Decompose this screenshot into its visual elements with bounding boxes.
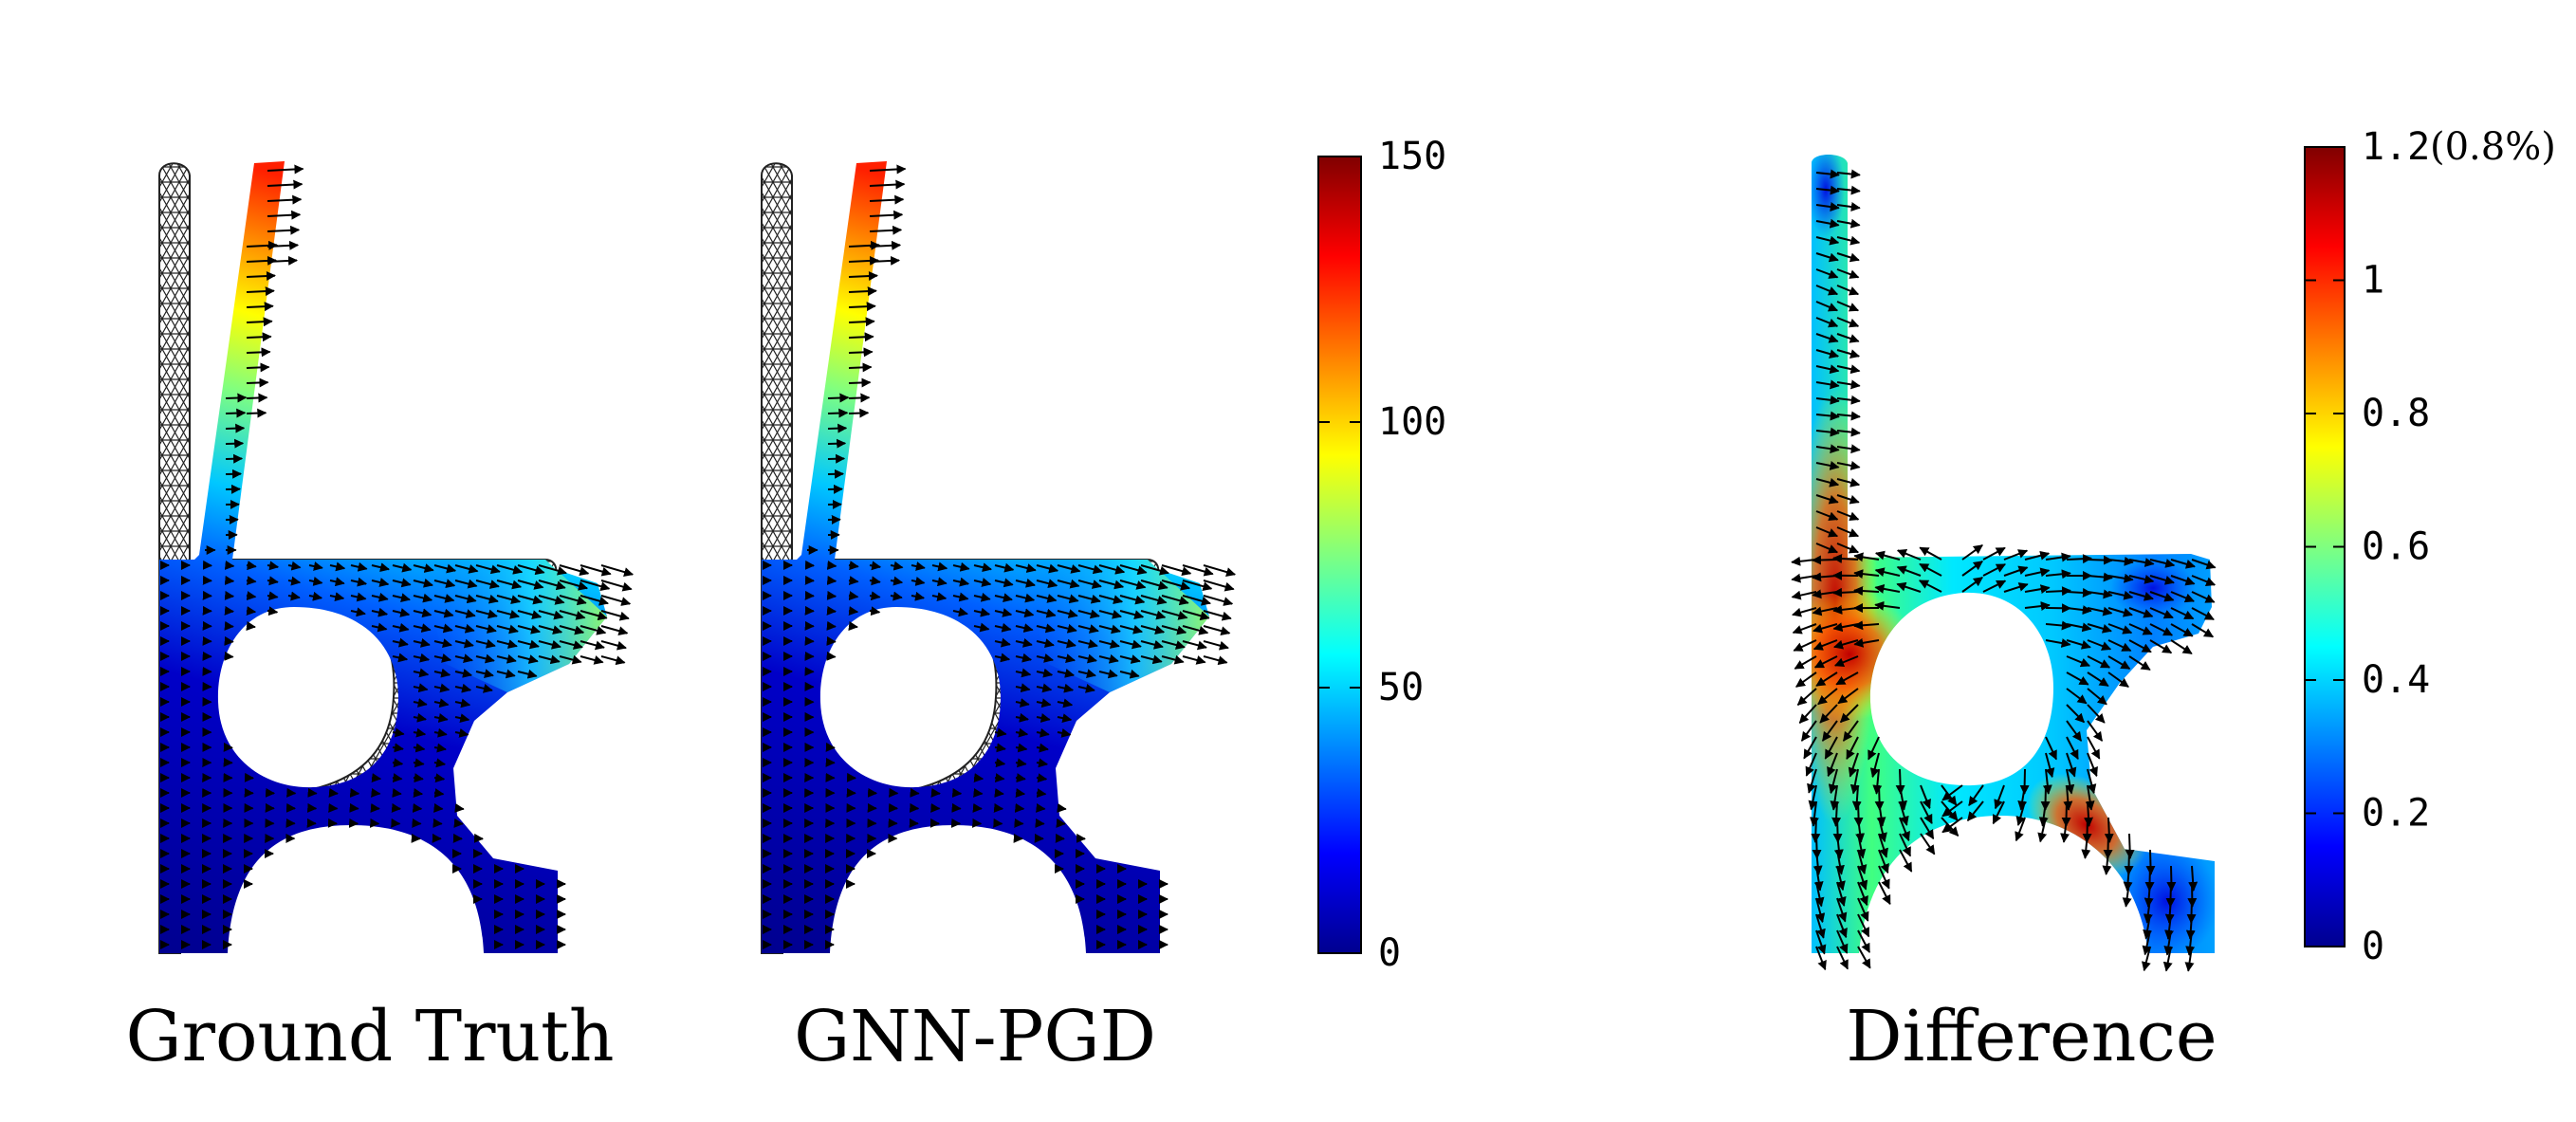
colorbar-difference-tick-label: 0.8 xyxy=(2362,392,2430,435)
colorbar-difference-tick-label: 0.2 xyxy=(2362,792,2430,836)
difference-arrows xyxy=(1791,169,2217,972)
colorbar-main-tick-label: 50 xyxy=(1378,666,1424,709)
colorbar-difference-top-note: (0.8%) xyxy=(2430,125,2556,169)
difference-field xyxy=(1812,155,2215,953)
caption-difference: Difference xyxy=(1846,996,2217,1077)
gnn-pgd-arrows xyxy=(763,164,1237,949)
colorbar-difference-tick-label: 1 xyxy=(2362,259,2384,303)
colorbar-main-tick-label: 100 xyxy=(1378,400,1446,444)
colorbar-difference-tick-label: 0.4 xyxy=(2362,658,2430,702)
colorbar-difference-tick-label: 1.2 xyxy=(2362,125,2430,169)
colorbar-difference-tick-label: 0 xyxy=(2362,925,2384,968)
gnn-pgd-field xyxy=(762,161,1209,953)
colorbar-main: 150 100 50 0 xyxy=(1317,135,1446,975)
colorbar-main-tick-label: 0 xyxy=(1378,931,1401,975)
gnn-pgd-panel xyxy=(761,161,1237,954)
colorbar-difference: 1.2 1 0.8 0.6 0.4 0.2 0 (0.8%) xyxy=(2304,125,2556,968)
caption-gnn-pgd: GNN-PGD xyxy=(794,996,1156,1077)
caption-ground-truth: Ground Truth xyxy=(125,996,614,1077)
colorbar-main-tick-label: 150 xyxy=(1378,135,1446,178)
ground-truth-panel xyxy=(158,161,635,954)
difference-panel xyxy=(1791,155,2217,972)
colorbar-main-gradient xyxy=(1317,156,1362,954)
ground-truth-arrows xyxy=(160,164,635,949)
colorbar-difference-tick-label: 0.6 xyxy=(2362,525,2430,569)
ground-truth-field xyxy=(159,161,607,953)
